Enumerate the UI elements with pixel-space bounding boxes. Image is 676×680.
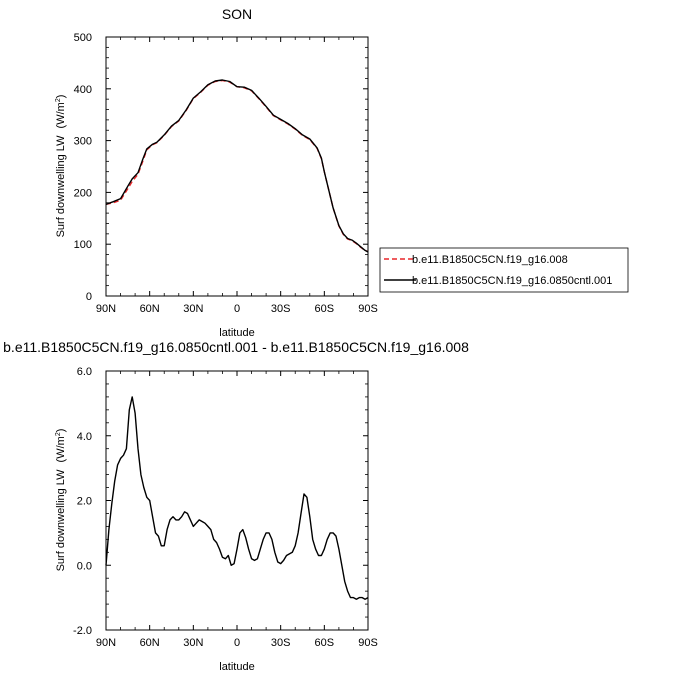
bottom-x-tick-label: 0 — [234, 637, 240, 649]
top-plot-frame — [105, 36, 369, 297]
bottom-x-tick-label: 30S — [271, 637, 291, 649]
top-series-line-1 — [105, 79, 369, 253]
top-series-line-2 — [105, 79, 369, 253]
bottom-y-axis-label-units: (W/m — [55, 436, 67, 462]
top-y-tick-label: 500 — [74, 32, 92, 44]
bottom-plot-area — [105, 396, 369, 600]
top-x-tick-label: 90S — [358, 303, 378, 315]
bottom-y-axis-label-sup: 2 — [55, 432, 62, 436]
top-y-tick-labels: 0 100 200 300 400 500 — [74, 32, 92, 303]
bottom-y-tick-label: 4.0 — [77, 431, 92, 443]
legend-label-series-2: b.e11.B1850C5CN.f19_g16.0850cntl.001 — [412, 275, 612, 287]
top-x-tick-label: 30S — [271, 303, 291, 315]
panel-bottom: b.e11.B1850C5CN.f19_g16.0850cntl.001 - b… — [3, 339, 469, 673]
bottom-series-line-1 — [105, 396, 369, 600]
top-x-tick-label: 0 — [234, 303, 240, 315]
top-y-tick-label: 0 — [86, 291, 92, 303]
legend: b.e11.B1850C5CN.f19_g16.008 b.e11.B1850C… — [379, 247, 629, 293]
top-x-tick-labels: 90N 60N 30N 0 30S 60S 90S — [96, 303, 378, 315]
legend-box — [379, 247, 629, 293]
bottom-x-tick-label: 90S — [358, 637, 378, 649]
top-y-axis-label-sup: 2 — [55, 98, 62, 102]
top-title: SON — [222, 6, 252, 22]
top-x-tick-label: 30N — [183, 303, 203, 315]
top-y-tick-label: 400 — [74, 84, 92, 96]
bottom-y-axis-label: Surf downwelling LW (W/m2) — [55, 429, 67, 572]
panel-top: SON 90N 60N 30N 0 30S 60S 90S 0 100 200 300 400 500… — [55, 6, 629, 339]
bottom-y-tick-label: -2.0 — [73, 625, 92, 637]
bottom-y-tick-label: 2.0 — [77, 496, 92, 508]
bottom-x-tick-label: 90N — [96, 637, 116, 649]
bottom-y-axis-label-close: ) — [55, 429, 67, 433]
top-y-axis-label: Surf downwelling LW (W/m2) — [55, 95, 67, 238]
bottom-y-tick-label: 6.0 — [77, 366, 92, 378]
top-y-axis-label-units: (W/m — [55, 102, 67, 128]
top-x-tick-label: 60S — [315, 303, 335, 315]
top-x-tick-label: 60N — [140, 303, 160, 315]
bottom-x-axis-label: latitude — [219, 661, 254, 673]
top-y-tick-label: 100 — [74, 239, 92, 251]
bottom-y-axis-label-text: Surf downwelling LW — [55, 469, 67, 572]
bottom-x-tick-label: 60N — [140, 637, 160, 649]
top-x-tick-label: 90N — [96, 303, 116, 315]
top-plot-area — [105, 79, 369, 253]
bottom-y-tick-label: 0.0 — [77, 560, 92, 572]
bottom-y-tick-labels: -2.0 0.0 2.0 4.0 6.0 — [73, 366, 92, 637]
top-y-axis-label-close: ) — [55, 95, 67, 99]
legend-label-series-1: b.e11.B1850C5CN.f19_g16.008 — [412, 254, 568, 266]
top-x-axis-label: latitude — [219, 327, 254, 339]
bottom-title: b.e11.B1850C5CN.f19_g16.0850cntl.001 - b… — [3, 339, 469, 355]
top-y-tick-label: 300 — [74, 136, 92, 148]
top-y-tick-label: 200 — [74, 187, 92, 199]
bottom-x-tick-label: 60S — [315, 637, 335, 649]
bottom-ticks — [105, 370, 369, 631]
bottom-plot-frame — [105, 370, 369, 631]
bottom-x-tick-label: 30N — [183, 637, 203, 649]
top-y-axis-label-text: Surf downwelling LW — [55, 135, 67, 238]
bottom-x-tick-labels: 90N 60N 30N 0 30S 60S 90S — [96, 637, 378, 649]
top-ticks — [105, 36, 369, 297]
